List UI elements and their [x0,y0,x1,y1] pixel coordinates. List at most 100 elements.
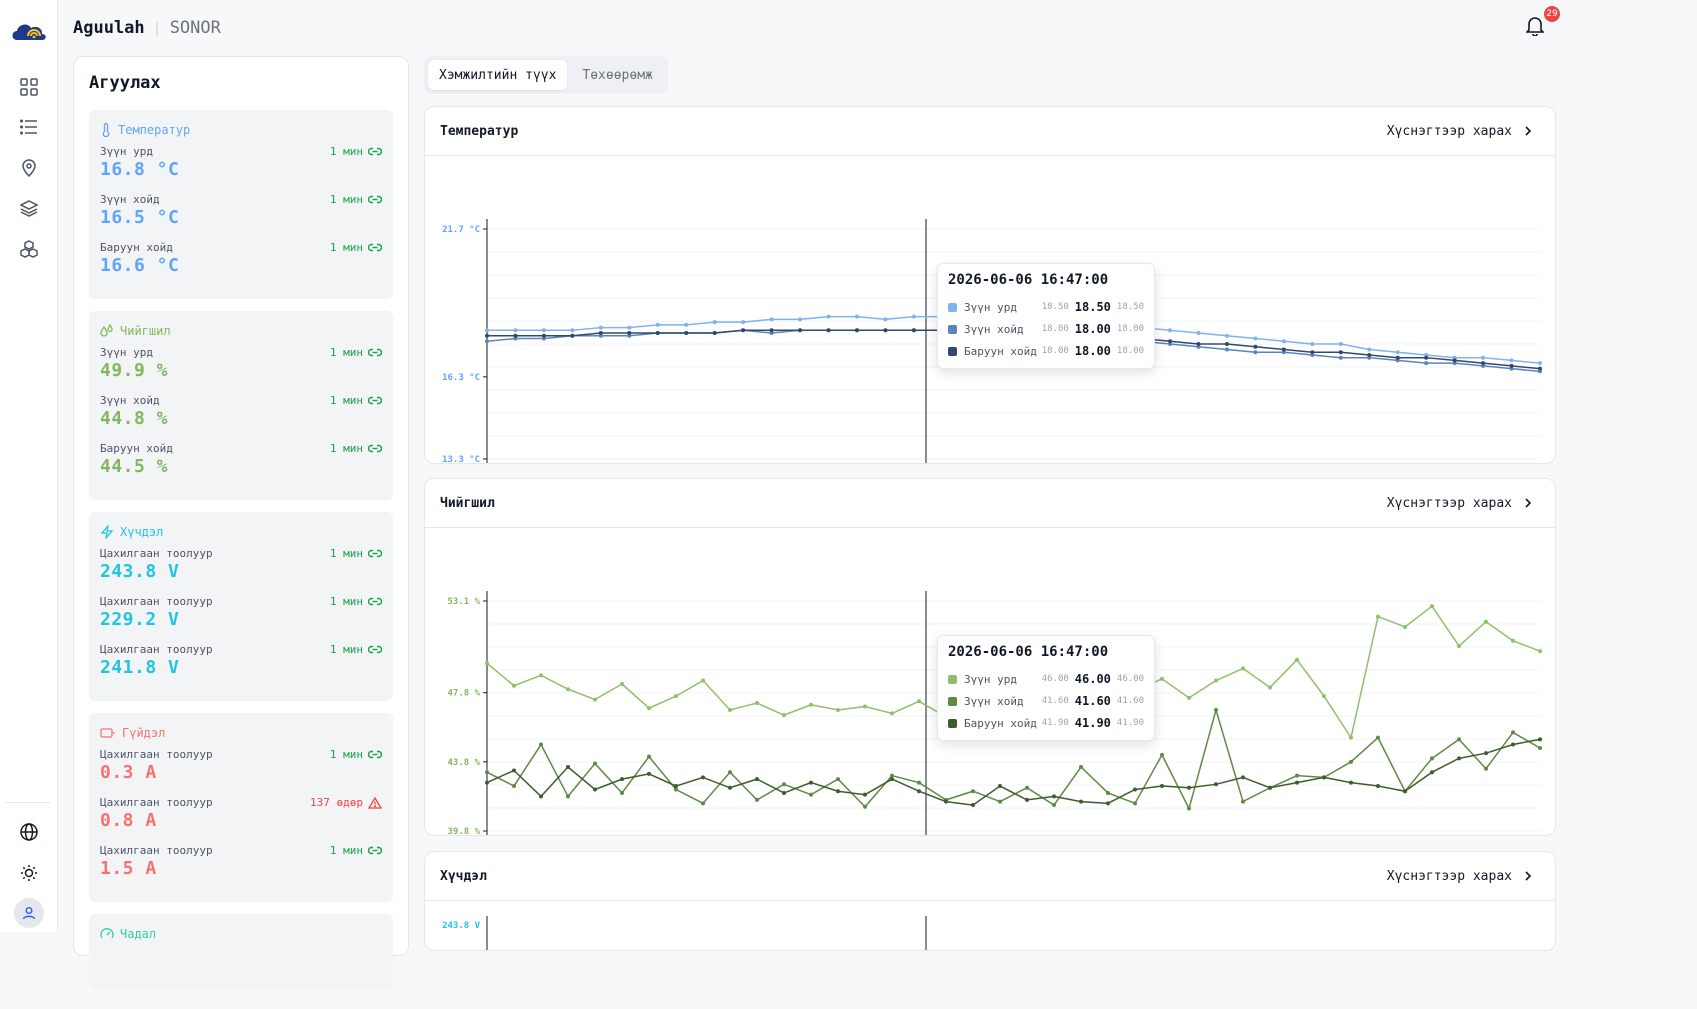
data-point [798,317,803,322]
voltage-chart[interactable]: 243.8 V [425,901,1556,951]
tooltip-value: 18.50 [1074,300,1111,314]
sensor-row[interactable]: Баруун хойд 1 мин 44.5 % [100,442,382,490]
data-point [1452,358,1457,363]
tooltip-time: 2026-06-06 16:47:00 [948,272,1109,288]
data-point [1025,797,1029,802]
tooltip-row: Зүүн урд 18.50 18.50 18.50 [948,296,1144,318]
data-point [1106,790,1110,795]
tooltip-row: Баруун хойд 18.00 18.00 18.00 [948,340,1144,362]
view-as-table-link[interactable]: Хүснэгтээр харах [1387,496,1532,511]
series-line [486,738,1541,806]
sun-icon[interactable] [17,861,41,885]
chevron-right-icon [1525,126,1532,136]
y-tick-label: 39.8 % [447,827,480,836]
sensor-row[interactable]: Зүүн хойд 1 мин 16.5 °C [100,193,382,241]
y-tick-label: 53.1 % [447,597,480,607]
sensor-row[interactable]: Цахилгаан тоолуур 1 мин 1.5 A [100,844,382,892]
sensor-row[interactable]: Цахилгаан тоолуур 1 мин 241.8 V [100,643,382,691]
data-point [1457,643,1461,648]
data-point [539,742,543,747]
sensor-name: Зүүн хойд [100,394,160,407]
list-icon[interactable] [17,115,41,139]
sensor-row[interactable]: Цахилгаан тоолуур 1 мин 243.8 V [100,547,382,595]
globe-icon[interactable] [17,820,41,844]
sensor-last-update: 1 мин [330,346,382,359]
data-point [782,790,786,795]
data-point [1338,355,1343,360]
view-as-table-link[interactable]: Хүснэгтээр харах [1387,869,1532,884]
humidity-chart[interactable]: 53.1 %47.8 %43.8 %39.8 %15:3906/0616:130… [425,528,1556,836]
data-point [1457,756,1461,761]
data-point [1268,685,1272,690]
data-point [1079,765,1083,770]
data-point [890,777,894,782]
sensor-row[interactable]: Зүүн урд 1 мин 16.8 °C [100,145,382,193]
data-point [769,328,774,333]
sensor-group-title: Чадал [100,926,382,942]
data-point [647,754,651,759]
sensor-group-label: Гүйдэл [122,726,166,740]
chevron-right-icon [1525,498,1532,508]
data-point [1268,785,1272,790]
tooltip-max: 46.00 [1116,674,1144,684]
data-point [1511,730,1515,735]
sensor-row[interactable]: Зүүн урд 1 мин 49.9 % [100,346,382,394]
data-point [1538,649,1542,654]
legend-swatch [948,324,957,334]
user-avatar[interactable] [14,898,44,928]
sensor-row[interactable]: Зүүн хойд 1 мин 44.8 % [100,394,382,442]
data-point [1196,342,1201,346]
data-point [513,328,518,333]
sensor-row[interactable]: Цахилгаан тоолуур 1 мин 229.2 V [100,595,382,643]
sensor-time-label: 1 мин [329,241,363,254]
legend-swatch [948,302,957,312]
notification-bell-icon[interactable] [1525,16,1548,40]
data-point [863,804,867,809]
data-point [566,794,570,799]
legend-swatch [948,718,957,728]
data-point [1168,342,1173,346]
data-point [1538,737,1542,742]
layers-icon[interactable] [17,196,41,220]
data-point [1509,363,1514,368]
data-point [539,673,543,678]
sensor-row[interactable]: Баруун хойд 1 мин 16.6 °C [100,241,382,289]
data-point [1395,350,1400,355]
data-point [1424,361,1429,366]
data-point [1481,361,1486,366]
tooltip-min: 18.00 [1041,346,1069,356]
data-point [1430,770,1434,775]
data-point [1214,707,1218,712]
sensor-row[interactable]: Цахилгаан тоолуур 1 мин 0.3 A [100,748,382,796]
sensor-row[interactable]: Цахилгаан тоолуур 137 өдөр 0.8 A [100,796,382,844]
tooltip-min: 46.00 [1041,674,1069,684]
tab-devices[interactable]: Төхөөрөмж [582,67,653,83]
data-point [741,320,746,325]
map-pin-icon[interactable] [17,156,41,180]
data-point [1457,737,1461,742]
humidity-chart-card: Чийгшил Хүснэгтээр харах 53.1 % 47.8 % 43.… [424,478,1556,836]
view-as-table-link[interactable]: Хүснэгтээр харах [1387,124,1532,139]
data-point [1281,339,1286,344]
data-point [1187,695,1191,700]
data-point [512,683,516,688]
data-point [1338,350,1343,355]
data-point [1403,789,1407,794]
data-point [1160,676,1164,681]
boxes-icon[interactable] [17,237,41,261]
data-point [883,328,888,333]
logo-icon[interactable] [10,18,48,42]
data-point [712,331,717,336]
y-tick-label: 13.3 °C [442,455,480,464]
data-point [485,333,489,338]
data-point [769,317,774,322]
data-point [1349,780,1353,785]
data-point [655,322,660,327]
tooltip-max: 18.00 [1116,346,1144,356]
sensor-group-label: Чийгшил [120,324,171,338]
series-line [486,707,1541,811]
grid-icon[interactable] [17,75,41,99]
product-name: SONOR [169,18,221,38]
tab-measurement-history[interactable]: Хэмжилтийн түүх [428,60,568,90]
data-point [712,320,717,325]
